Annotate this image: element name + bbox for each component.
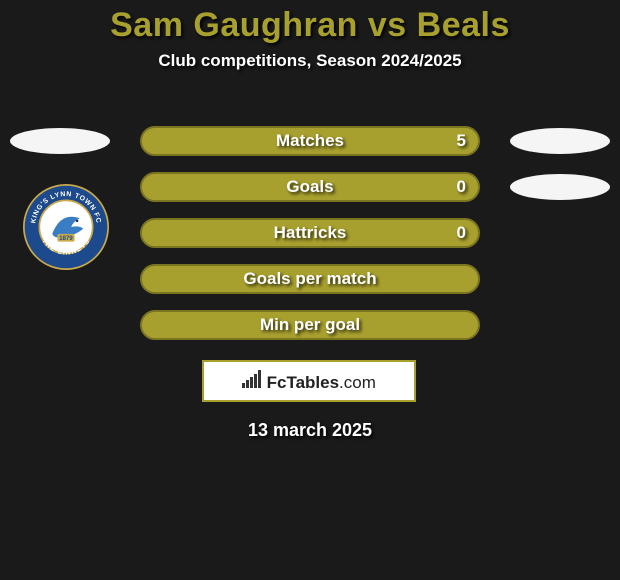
page-subtitle: Club competitions, Season 2024/2025 xyxy=(0,51,620,71)
player-photo-right xyxy=(510,128,610,154)
chart-icon xyxy=(242,370,261,388)
stat-label: Matches xyxy=(142,128,478,154)
stat-bar: Goals 0 xyxy=(140,172,480,202)
logo-text: FcTables.com xyxy=(267,373,376,393)
logo-inner: FcTables.com xyxy=(242,370,376,393)
stat-label: Min per goal xyxy=(142,312,478,338)
player-photo-right xyxy=(510,174,610,200)
stat-bar: Min per goal xyxy=(140,310,480,340)
stat-value-right: 0 xyxy=(457,220,466,246)
stat-row: Matches 5 xyxy=(0,126,620,172)
fctables-logo[interactable]: FcTables.com xyxy=(202,360,416,402)
stat-bar: Goals per match xyxy=(140,264,480,294)
logo-text-light: .com xyxy=(339,373,376,392)
stat-row: Min per goal xyxy=(0,310,620,356)
page-title: Sam Gaughran vs Beals xyxy=(0,6,620,45)
stat-value-right: 5 xyxy=(457,128,466,154)
page-root: Sam Gaughran vs Beals Club competitions,… xyxy=(0,6,620,580)
player-photo-left xyxy=(10,128,110,154)
club-badge: KING'S LYNN TOWN FC THE LINNETS 1879 xyxy=(23,184,109,270)
logo-text-bold: FcTables xyxy=(267,373,339,392)
stat-bar: Hattricks 0 xyxy=(140,218,480,248)
badge-year: 1879 xyxy=(59,236,73,242)
stat-label: Goals xyxy=(142,174,478,200)
stats-panel: Matches 5 Goals 0 Hattricks 0 xyxy=(0,126,620,356)
stat-label: Goals per match xyxy=(142,266,478,292)
snapshot-date: 13 march 2025 xyxy=(0,420,620,441)
stat-value-right: 0 xyxy=(457,174,466,200)
stat-row: Goals per match xyxy=(0,264,620,310)
stat-label: Hattricks xyxy=(142,220,478,246)
stat-bar: Matches 5 xyxy=(140,126,480,156)
